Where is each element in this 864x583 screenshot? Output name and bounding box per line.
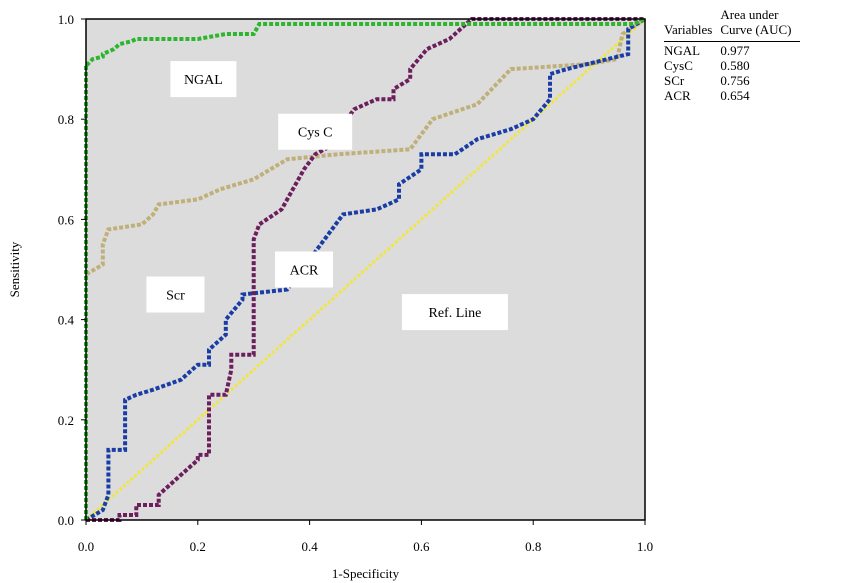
annotation-ngal: NGAL <box>170 61 237 98</box>
annotation-cys-c: Cys C <box>278 113 353 150</box>
annotation-scr: Scr <box>146 276 205 313</box>
series-line-cys-c <box>86 17 645 522</box>
annotation-box <box>170 61 237 98</box>
x-axis-title: 1-Specificity <box>332 566 400 581</box>
auc-header-line: Curve (AUC) <box>720 21 792 37</box>
y-tick-label: 0.2 <box>58 413 74 428</box>
annotation-box <box>146 276 205 313</box>
plot-frame <box>85 18 646 521</box>
annotation-ref-line: Ref. Line <box>401 294 508 331</box>
annotation-box <box>401 294 508 331</box>
annotation-text: ACR <box>290 264 319 279</box>
auc-row: CysC 0.580 <box>664 57 800 74</box>
auc-value: 0.756 <box>720 72 750 88</box>
annotation-box <box>275 251 334 288</box>
y-tick-label: 0.4 <box>58 313 75 328</box>
annotation-text: Cys C <box>298 126 333 141</box>
x-tick-label: 0.2 <box>190 539 206 554</box>
x-tick-label: 0.4 <box>301 539 318 554</box>
y-tick-label: 0.0 <box>58 513 74 528</box>
series-line-ngal <box>84 17 646 520</box>
auc-header-line: Area under <box>720 7 779 22</box>
y-tick-label: 1.0 <box>58 12 74 27</box>
annotation-acr: ACR <box>275 251 334 288</box>
y-axis-title: Sensitivity <box>7 241 22 297</box>
auc-variable: CysC <box>664 57 693 73</box>
auc-row: NGAL 0.977 <box>664 41 800 58</box>
auc-value: 0.977 <box>720 42 750 58</box>
annotation-text: Ref. Line <box>429 306 482 321</box>
curve-labels: NGAL Cys C Scr ACR Ref. Line <box>146 61 508 331</box>
series-line-acr <box>84 17 647 522</box>
auc-value: 0.580 <box>720 57 750 73</box>
auc-table-header-row: Variables Area under Curve (AUC) <box>664 7 800 42</box>
y-tick-label: 0.6 <box>58 212 75 227</box>
roc-curves <box>84 17 647 522</box>
auc-variable: ACR <box>664 87 691 103</box>
x-tick-label: 0.8 <box>525 539 541 554</box>
annotation-text: NGAL <box>184 73 223 88</box>
auc-header: Area under Curve (AUC) <box>720 7 799 41</box>
series-line-scr <box>84 17 647 520</box>
auc-row: SCr 0.756 <box>664 72 800 89</box>
x-tick-label: 1.0 <box>637 539 653 554</box>
x-tick-label: 0.6 <box>413 539 430 554</box>
x-axis: 0.0 0.2 0.4 0.6 0.8 1.0 <box>78 520 653 554</box>
y-tick-label: 0.8 <box>58 112 74 127</box>
auc-row: ACR 0.654 <box>664 87 800 104</box>
x-tick-label: 0.0 <box>78 539 94 554</box>
auc-legend-table: Variables Area under Curve (AUC) NGAL 0.97… <box>664 7 800 104</box>
auc-variable: NGAL <box>664 42 701 58</box>
auc-variable: SCr <box>664 72 685 88</box>
series-line-ref-line <box>84 17 647 522</box>
variables-header: Variables <box>664 21 713 37</box>
annotation-box <box>278 113 353 150</box>
y-axis: 0.0 0.2 0.4 0.6 0.8 1.0 <box>58 12 86 528</box>
annotation-text: Scr <box>166 289 185 304</box>
auc-value: 0.654 <box>720 87 750 103</box>
